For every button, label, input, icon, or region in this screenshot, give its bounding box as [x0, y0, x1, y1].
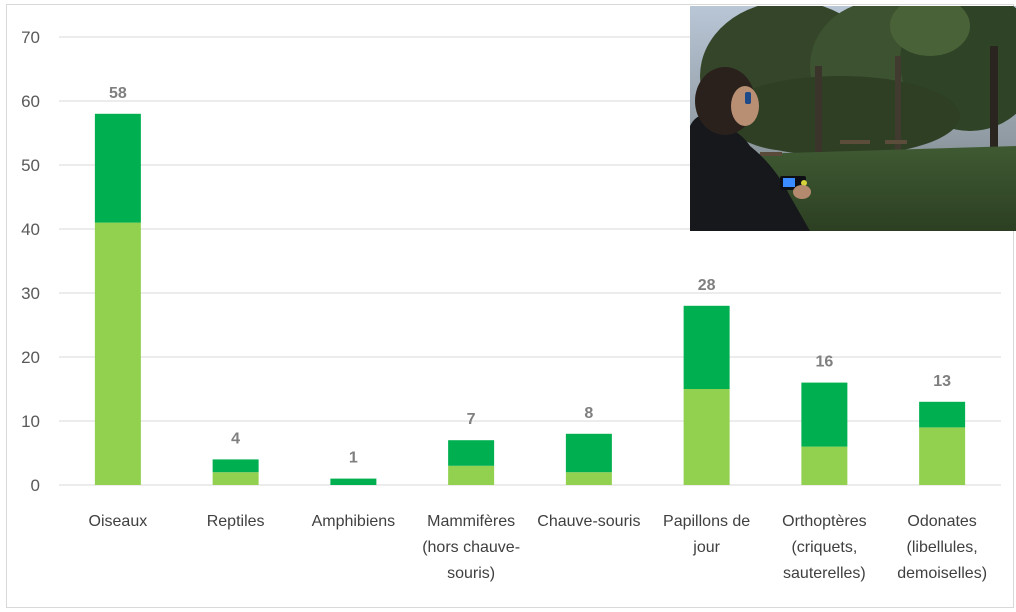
bar-segment-1 [565, 472, 612, 485]
data-label: 28 [698, 277, 716, 294]
y-tick-label: 50 [21, 156, 40, 175]
bar-segment-1 [919, 427, 966, 485]
data-label: 58 [109, 85, 127, 102]
data-label: 7 [467, 411, 476, 428]
data-label: 16 [815, 354, 833, 371]
bar-segment-2 [801, 382, 848, 447]
y-tick-label: 60 [21, 92, 40, 111]
bar-segment-2 [448, 440, 495, 466]
bar-segment-1 [683, 389, 730, 485]
category-label: Oiseaux [89, 513, 148, 530]
bar-segment-2 [683, 305, 730, 389]
park-photo-image [690, 6, 1016, 231]
category-label: Reptiles [207, 513, 265, 530]
bar-segment-1 [801, 446, 848, 485]
y-tick-label: 10 [21, 412, 40, 431]
category-label: Odonates (libellules, demoiselles) [897, 513, 987, 582]
bar-segment-2 [919, 401, 966, 428]
bar-segment-1 [212, 472, 259, 485]
data-label: 4 [231, 430, 240, 447]
category-label: Mammifères (hors chauve-souris) [422, 513, 520, 582]
chart-frame [6, 4, 1014, 608]
category-label: Amphibiens [312, 513, 396, 530]
bar-segment-1 [448, 465, 495, 485]
bar-segment-1 [94, 222, 141, 485]
category-label: Papillons de jour [663, 513, 750, 556]
data-label: 13 [933, 373, 951, 390]
inset-photo [690, 6, 1016, 231]
y-tick-label: 20 [21, 348, 40, 367]
bar-segment-2 [94, 113, 141, 223]
y-tick-label: 70 [21, 28, 40, 47]
bar-segment-2 [565, 433, 612, 473]
bar-segment-2 [330, 478, 377, 485]
bar-segment-2 [212, 459, 259, 473]
data-label: 1 [349, 450, 358, 467]
y-tick-label: 30 [21, 284, 40, 303]
y-tick-label: 0 [31, 476, 40, 495]
data-label: 8 [584, 405, 593, 422]
category-label: Orthoptères (criquets, sauterelles) [782, 513, 866, 582]
y-tick-label: 40 [21, 220, 40, 239]
category-label: Chauve-souris [537, 513, 640, 530]
